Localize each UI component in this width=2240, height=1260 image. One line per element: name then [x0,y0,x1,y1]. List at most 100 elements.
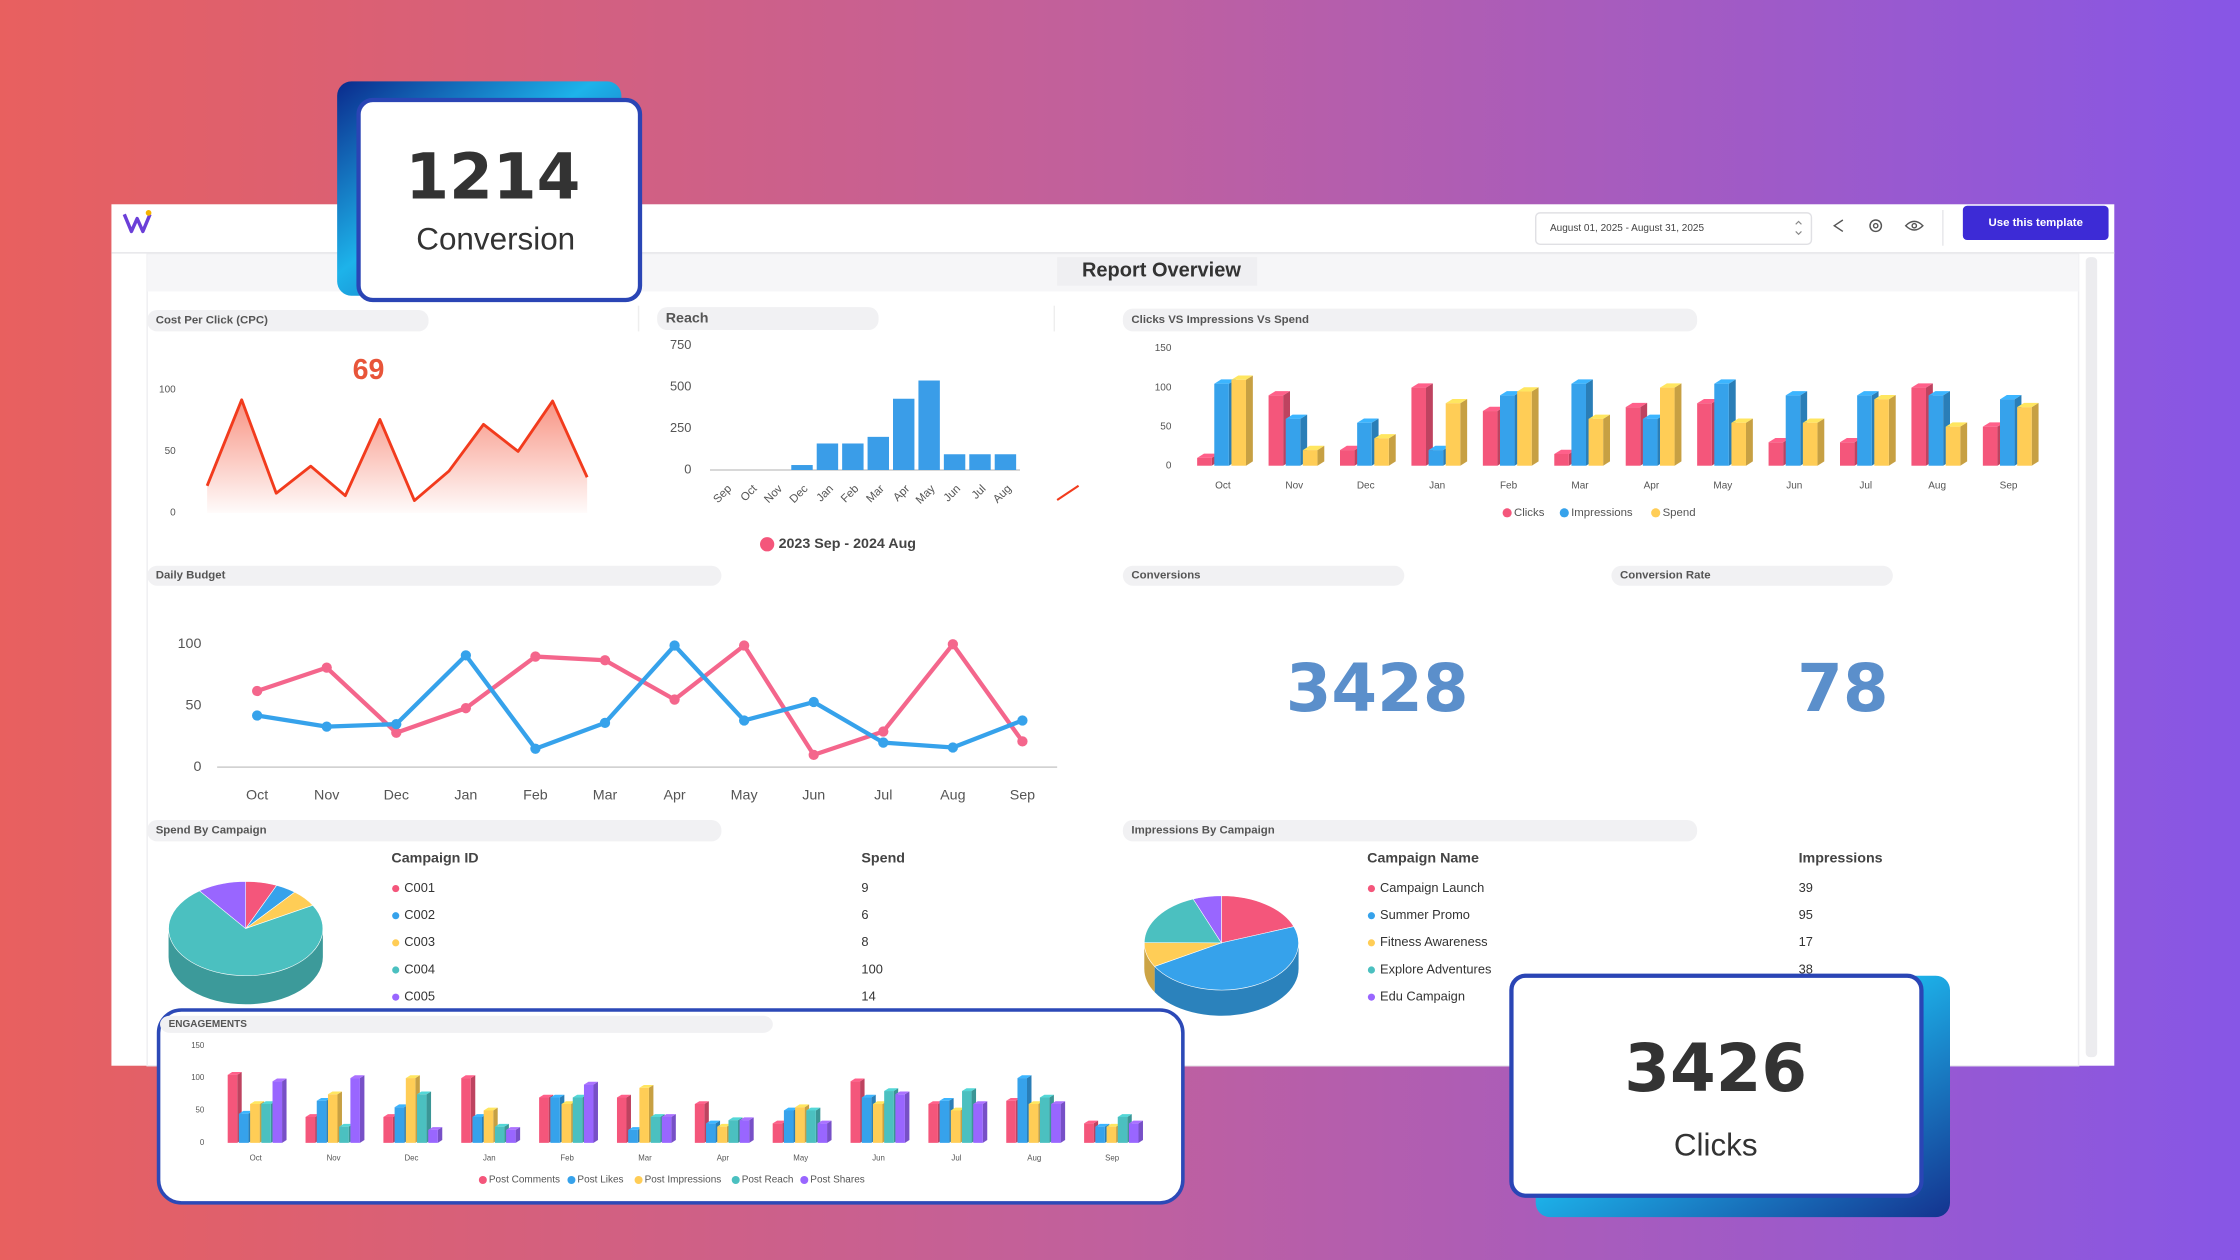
point [1017,736,1028,747]
bar-top [928,1101,943,1104]
bar-top [1028,1101,1043,1104]
point [251,710,263,721]
toolbar-icons [1832,219,1924,233]
bar-front [1660,387,1675,466]
bar-top [861,1094,876,1098]
x-tick-label: Mar [593,787,618,803]
card-frame [156,1008,1185,1205]
report-frame [146,253,2080,1067]
scrollbar[interactable] [2085,257,2098,1058]
point [1017,715,1028,726]
bar-front [428,1129,438,1143]
bar-front [339,1126,349,1143]
bar-side [749,1117,754,1143]
bar-top [950,1107,965,1111]
legend-label: 2023 Sep - 2024 Aug [779,536,916,552]
bar-front [383,1116,393,1143]
bar-top [394,1104,409,1108]
bar-top [884,1088,899,1092]
bar-top [1554,449,1576,454]
point [460,703,472,714]
bar-front [1874,399,1889,466]
bar-front [639,1087,649,1143]
bar-top [1911,383,1933,388]
bar-front [1357,422,1372,466]
legend-marker [478,1176,487,1184]
point [739,715,750,726]
legend-marker [1367,912,1375,920]
x-tick-label: Aug [1027,1154,1041,1163]
x-tick-label: May [1713,480,1732,491]
use-template-button[interactable] [1962,205,2109,240]
bar-top [483,1107,498,1111]
pie-side [1154,942,1299,1016]
bar-side [2031,402,2039,466]
x-tick-label: Jul [951,1154,961,1163]
point [947,639,959,650]
bar-top [583,1081,598,1085]
bar [994,454,1017,470]
bar-front [1028,1104,1039,1143]
y-tick-label: 150 [191,1041,205,1050]
legend-marker [1367,885,1375,893]
table-cell: 95 [1799,907,1813,922]
bar-side [1388,434,1396,466]
bar-side [671,1114,676,1143]
x-tick-label: Apr [663,787,685,803]
bar [1517,387,1539,466]
bar [816,443,839,470]
point [599,655,611,666]
bar-top [1697,398,1719,404]
share-icon[interactable] [1832,219,1844,233]
x-tick-label: Dec [1357,480,1375,491]
bar-top [561,1101,576,1104]
bar-top [350,1075,365,1079]
x-tick-label: Nov [327,1154,341,1163]
bar-side [437,1127,443,1143]
bar-front [1482,411,1498,466]
date-picker[interactable] [1535,212,1813,245]
bar-front [895,1094,905,1143]
bar-top [383,1114,398,1117]
kpi-value: 69 [353,354,385,386]
bar-top [405,1075,420,1079]
bar-top [650,1114,665,1117]
bar-front [1802,422,1818,466]
bar-top [1428,445,1450,451]
x-tick-label: May [793,1154,808,1163]
bar-front [316,1100,327,1143]
card [1509,973,1924,1198]
bar-front [1197,457,1212,466]
x-tick-label: Jun [802,787,825,803]
bar-front [850,1081,861,1143]
bar-front [1571,383,1586,466]
bar-top [339,1123,354,1127]
bar-top [806,1107,821,1111]
x-tick-label: Jan [1429,480,1445,491]
pie-slice [1154,926,1299,991]
bar-front [327,1094,338,1143]
bar-front [928,1104,938,1143]
x-tick-label: Jul [1859,480,1872,491]
preview-icon[interactable] [1904,220,1924,231]
legend-marker [392,885,400,893]
y-tick-label: 0 [200,1138,205,1147]
x-tick-label: Apr [1644,480,1660,491]
x-tick-label: May [731,787,759,803]
legend-marker [1367,966,1375,974]
bar-top [1517,387,1539,392]
bar-front [861,1097,872,1143]
bar-front [1554,453,1569,466]
table-cell: Edu Campaign [1380,989,1465,1004]
bar-top [639,1085,654,1088]
table-cell: Campaign Launch [1380,880,1484,895]
bar-front [661,1116,672,1143]
bar-top [1445,398,1468,404]
stat-cards: 1214 Conversion 3426 Clicks [337,81,1950,1218]
settings-icon[interactable] [1869,219,1883,233]
bar [583,1081,598,1143]
table-cell: C004 [404,961,435,976]
point [391,719,402,730]
legend-label: Post Comments [489,1175,560,1186]
title-pill [1611,565,1893,586]
